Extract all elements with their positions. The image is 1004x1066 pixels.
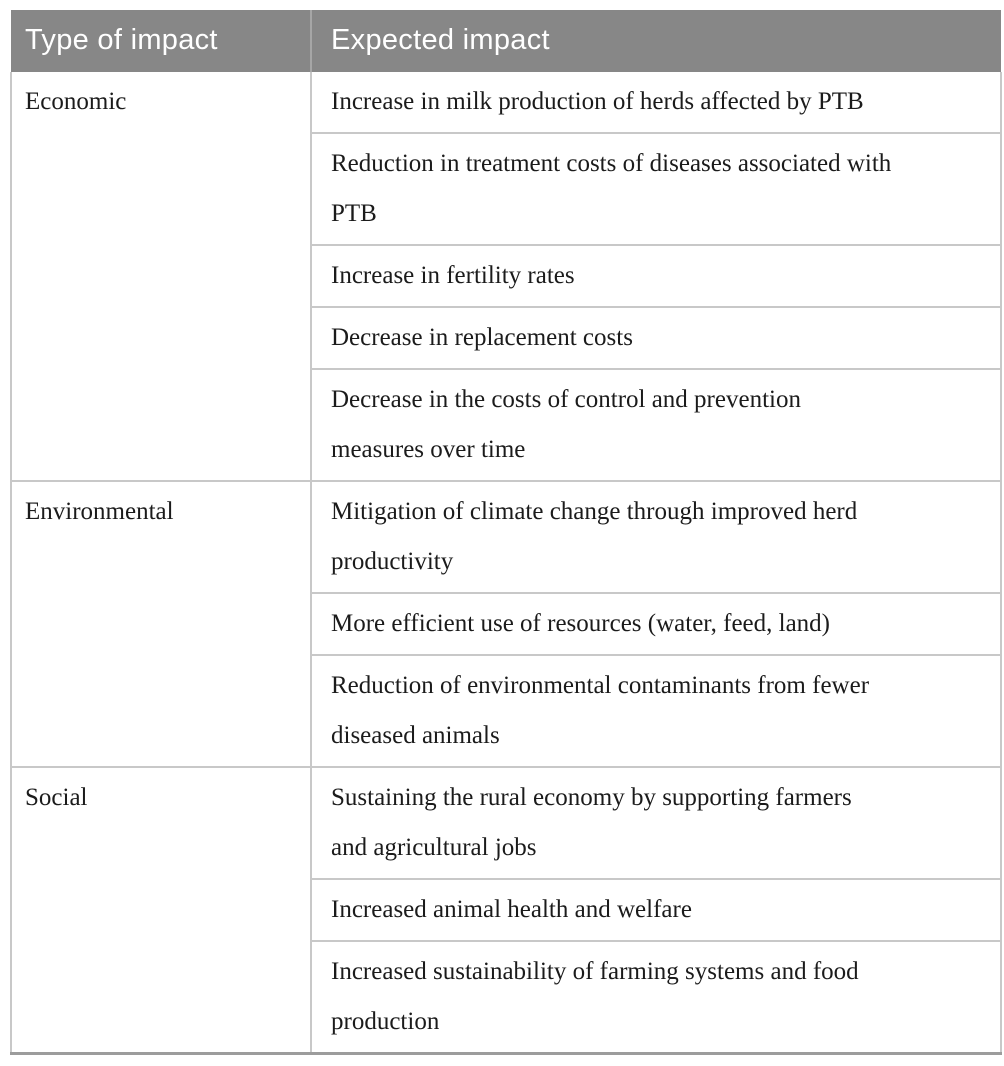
impact-type-economic: Economic [10,72,311,481]
table-row: Environmental Mitigation of climate chan… [10,480,1002,767]
impact-table: Type of impact Expected impact Economic … [10,10,1002,1055]
table-row: Social Sustaining the rural economy by s… [10,766,1002,1054]
table-header-row: Type of impact Expected impact [11,10,1001,72]
table-row: Increased animal health and welfare [11,878,1002,941]
table-row: Decrease in the costs of control and pre… [11,368,1002,481]
impact-cell: Increase in milk production of herds aff… [310,72,1002,133]
table-row: Reduction in treatment costs of diseases… [11,132,1002,245]
table-row: Reduction of environmental contaminants … [11,654,1002,767]
impact-cell: Reduction of environmental contaminants … [310,654,1002,767]
table-row: Increased sustainability of farming syst… [11,940,1002,1054]
impact-type-social: Social [10,766,311,1054]
impact-cell: Decrease in the costs of control and pre… [310,368,1002,481]
impact-type-environmental: Environmental [10,480,311,767]
impact-cell: Reduction in treatment costs of diseases… [310,132,1002,245]
impact-cell: More efficient use of resources (water, … [310,592,1002,655]
impact-cell: Mitigation of climate change through imp… [310,480,1002,593]
impact-cell: Increase in fertility rates [310,244,1002,307]
impact-cell: Sustaining the rural economy by supporti… [310,766,1002,879]
col-header-type-of-impact: Type of impact [11,10,311,72]
impact-cell: Decrease in replacement costs [310,306,1002,369]
table-row: Decrease in replacement costs [11,306,1002,369]
impact-cell: Increased animal health and welfare [310,878,1002,941]
table-row: Economic Increase in milk production of … [10,72,1002,481]
table-row: Increase in fertility rates [11,244,1002,307]
table-row: More efficient use of resources (water, … [11,592,1002,655]
col-header-expected-impact: Expected impact [310,10,1001,72]
impact-cell: Increased sustainability of farming syst… [310,940,1002,1054]
